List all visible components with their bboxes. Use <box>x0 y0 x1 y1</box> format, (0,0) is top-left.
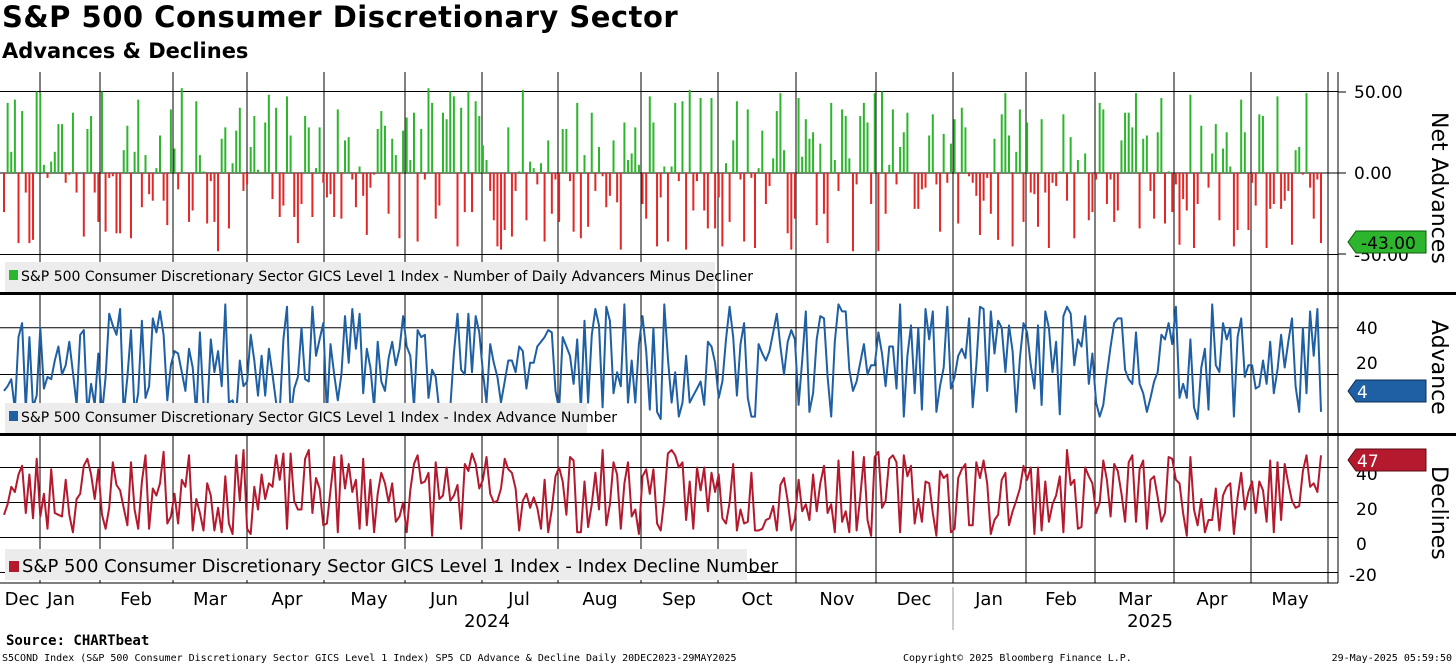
axis-title-net-advances: Net Advances <box>1426 112 1451 264</box>
ytick-dec-20: 20 <box>1356 500 1378 520</box>
ytick-adv-20: 20 <box>1356 354 1378 374</box>
ytick-net-50: 50.00 <box>1354 83 1403 103</box>
x-label-month-11: Nov <box>819 589 854 610</box>
declines-line-group <box>3 449 1322 537</box>
x-label-month-8: Aug <box>582 589 617 610</box>
advance-line-group <box>3 303 1322 420</box>
legend-declines-swatch <box>9 561 19 572</box>
ytick-adv-40: 40 <box>1356 319 1378 339</box>
x-label-year-2025: 2025 <box>1127 611 1173 632</box>
last-value-badge-net-shape <box>1347 230 1427 254</box>
ticker-description: S5COND Index (S&P 500 Consumer Discretio… <box>2 653 737 664</box>
chart-title: S&P 500 Consumer Discretionary Sector <box>2 0 679 34</box>
copyright: Copyright© 2025 Bloomberg Finance L.P. <box>903 653 1132 664</box>
x-label-month-0: Dec <box>5 589 40 610</box>
x-label-month-12: Dec <box>897 589 932 610</box>
declines-line <box>3 449 1322 537</box>
x-axis-labels: Dec Jan Feb Mar Apr May Jun Jul Aug Sep Oct Nov Dec J… <box>5 587 1309 632</box>
x-label-month-14: Feb <box>1045 589 1077 610</box>
axis-title-declines: Declines <box>1426 466 1451 560</box>
x-label-month-3: Mar <box>193 589 228 610</box>
x-label-month-13: Jan <box>974 589 1003 610</box>
advance-line <box>3 303 1322 420</box>
x-label-month-16: Apr <box>1196 589 1228 610</box>
ytick-dec-minus20: -20 <box>1349 566 1377 586</box>
x-label-year-2024: 2024 <box>464 611 510 632</box>
last-value-badge-declines: 47 <box>1347 448 1427 472</box>
legend-declines: S&P 500 Consumer Discretionary Sector GI… <box>5 549 779 580</box>
x-label-month-5: May <box>350 589 388 610</box>
last-value-badge-advance: 4 <box>1347 379 1427 403</box>
x-label-month-10: Oct <box>741 589 772 610</box>
legend-net-advances-label: S&P 500 Consumer Discretionary Sector GI… <box>21 269 753 285</box>
x-label-month-15: Mar <box>1118 589 1153 610</box>
legend-declines-label: S&P 500 Consumer Discretionary Sector GI… <box>22 556 779 577</box>
last-value-badge-declines-shape <box>1347 448 1427 472</box>
legend-net-advances-bg <box>5 262 715 292</box>
x-label-month-1: Jan <box>46 589 75 610</box>
last-value-advance-label: 4 <box>1357 383 1368 403</box>
legend-declines-bg <box>5 549 747 580</box>
chart-subtitle: Advances & Declines <box>2 39 249 63</box>
legend-advance: S&P 500 Consumer Discretionary Sector GI… <box>5 403 617 433</box>
timestamp: 29-May-2025 05:59:50 <box>1331 653 1452 664</box>
legend-advance-label: S&P 500 Consumer Discretionary Sector GI… <box>21 410 617 426</box>
x-label-month-4: Apr <box>271 589 303 610</box>
ytick-net-0: 0.00 <box>1354 164 1392 184</box>
legend-net-advances: S&P 500 Consumer Discretionary Sector GI… <box>5 262 753 292</box>
x-label-month-9: Sep <box>662 589 696 610</box>
net-advances-bars <box>3 88 1322 252</box>
source-label: Source: CHARTbeat <box>6 633 150 649</box>
x-label-month-7: Jul <box>507 589 530 610</box>
last-value-badge-advance-shape <box>1347 379 1427 403</box>
last-value-declines-label: 47 <box>1357 452 1379 472</box>
last-value-badge-net: -43.00 <box>1347 230 1427 254</box>
axis-title-advance: Advance <box>1426 320 1451 415</box>
last-value-net-label: -43.00 <box>1361 234 1416 254</box>
legend-advance-bg <box>5 403 587 433</box>
x-label-month-6: Jun <box>429 589 458 610</box>
axes-group <box>0 72 1456 584</box>
legend-net-advances-swatch <box>9 270 18 280</box>
x-label-month-17: May <box>1271 589 1309 610</box>
legend-advance-swatch <box>9 411 18 421</box>
x-label-month-2: Feb <box>120 589 152 610</box>
ytick-dec-0: 0 <box>1356 535 1367 555</box>
